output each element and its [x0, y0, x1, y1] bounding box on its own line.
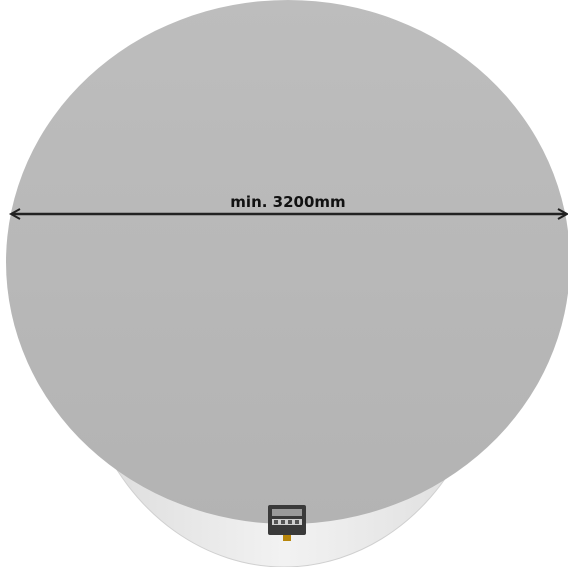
top-disc	[6, 0, 568, 524]
dimension-line	[8, 208, 568, 220]
dimension-label: min. 3200mm	[230, 193, 345, 211]
device-connector	[283, 535, 291, 541]
mounted-device	[268, 505, 306, 541]
